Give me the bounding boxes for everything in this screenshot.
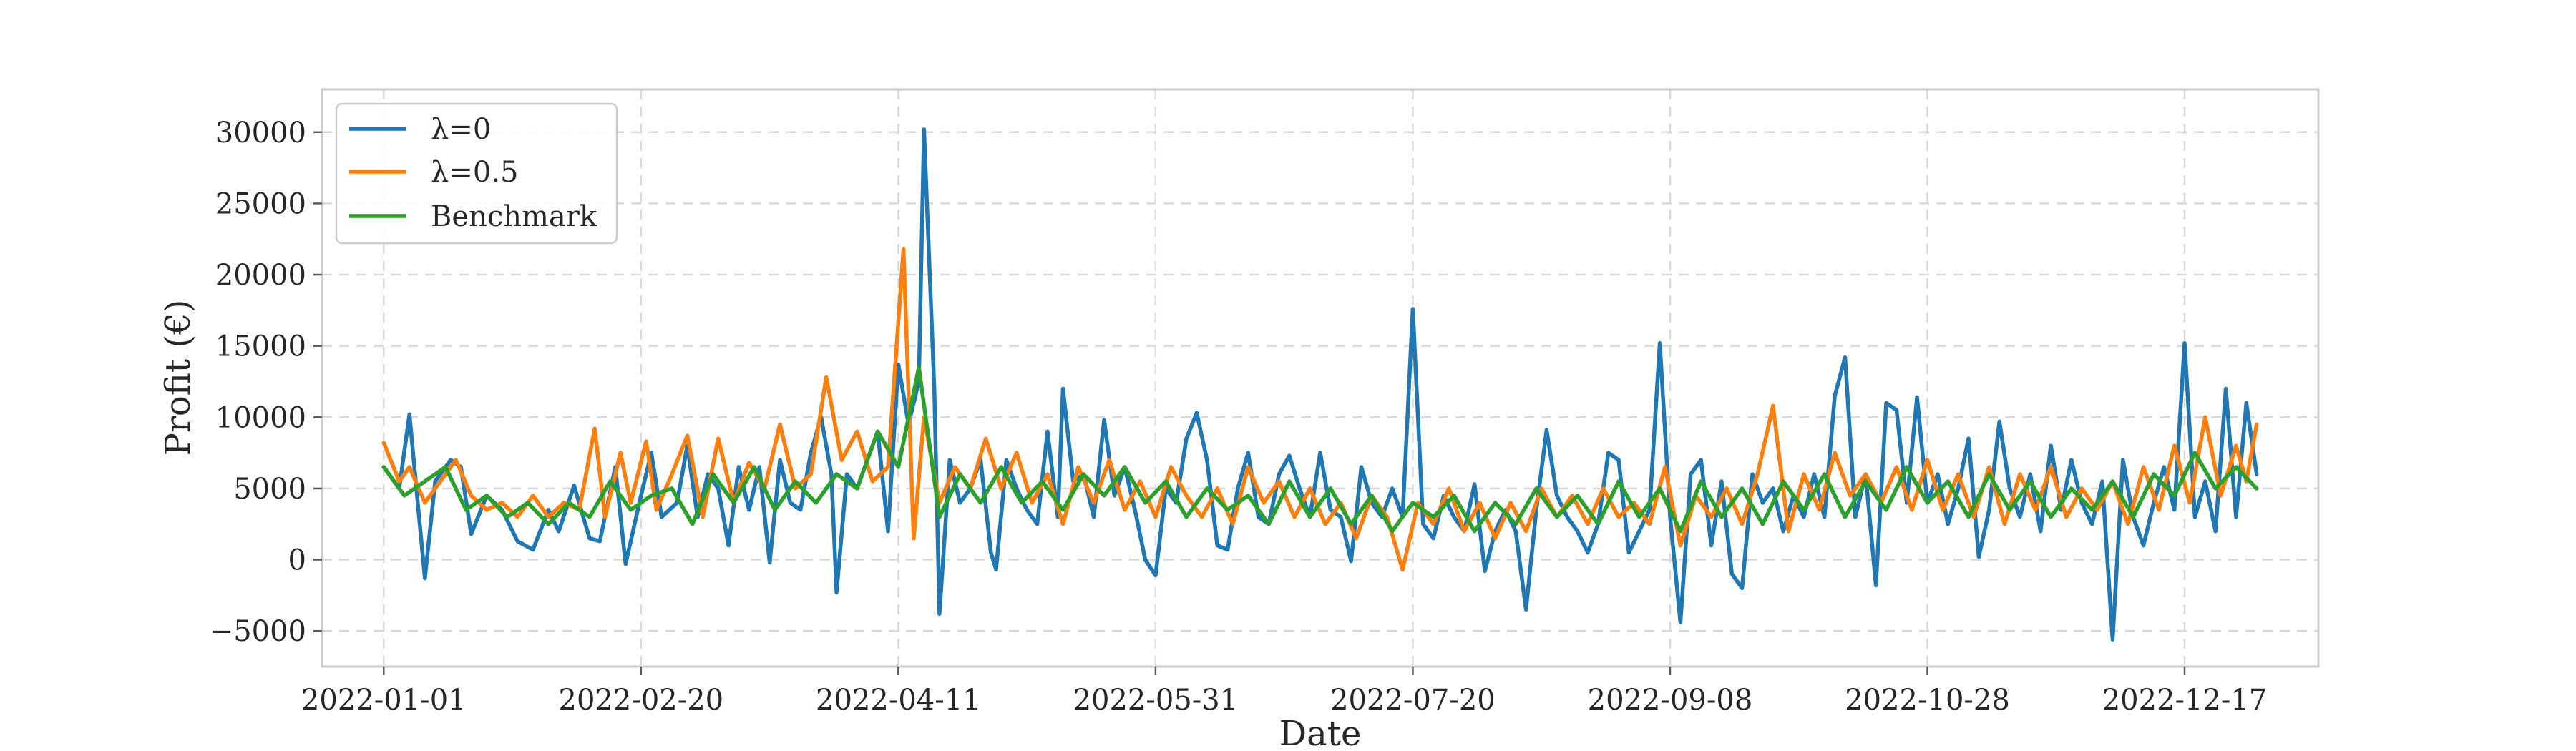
y-tick-label: 30000: [215, 117, 306, 149]
series-line-benchmark: [381, 365, 2259, 534]
series-line-lambda-0-5: [381, 247, 2259, 572]
legend-label-benchmark: Benchmark: [431, 200, 597, 233]
plot-frame: [321, 88, 2320, 668]
x-tick-label: 2022-02-20: [559, 684, 724, 717]
x-axis-ticks: 2022-01-01 2022-02-20 2022-04-11 2022-05-31…: [301, 667, 2267, 717]
legend: λ=0 λ=0.5 Benchmark: [335, 102, 618, 245]
x-tick-label: 2022-01-01: [301, 684, 467, 717]
x-axis-title: Date: [1279, 714, 1362, 751]
y-tick-label: 20000: [215, 259, 306, 292]
x-tick-label: 2022-12-17: [2102, 684, 2268, 717]
y-tick-label: −5000: [210, 615, 306, 648]
x-tick-label: 2022-05-31: [1073, 684, 1239, 717]
y-tick-label: 15000: [215, 330, 306, 363]
y-axis-title: Profit (€): [158, 300, 198, 456]
x-tick-label: 2022-04-11: [816, 684, 981, 717]
series-line-lambda-0: [381, 127, 2259, 642]
y-tick-label: 5000: [233, 473, 306, 506]
legend-label-lambda-0: λ=0: [431, 113, 491, 146]
y-tick-label: 25000: [215, 187, 306, 220]
x-tick-label: 2022-10-28: [1845, 684, 2010, 717]
x-tick-label: 2022-07-20: [1330, 684, 1496, 717]
x-tick-label: 2022-09-08: [1588, 684, 1753, 717]
legend-label-lambda-0-5: λ=0.5: [431, 156, 518, 189]
y-tick-label: 0: [288, 544, 306, 577]
y-axis-ticks: −5000 0 5000 10000 15000 20000 25000 30000: [210, 117, 322, 648]
y-tick-label: 10000: [215, 401, 306, 434]
series-lines: [381, 127, 2259, 642]
legend-box: [335, 102, 618, 245]
